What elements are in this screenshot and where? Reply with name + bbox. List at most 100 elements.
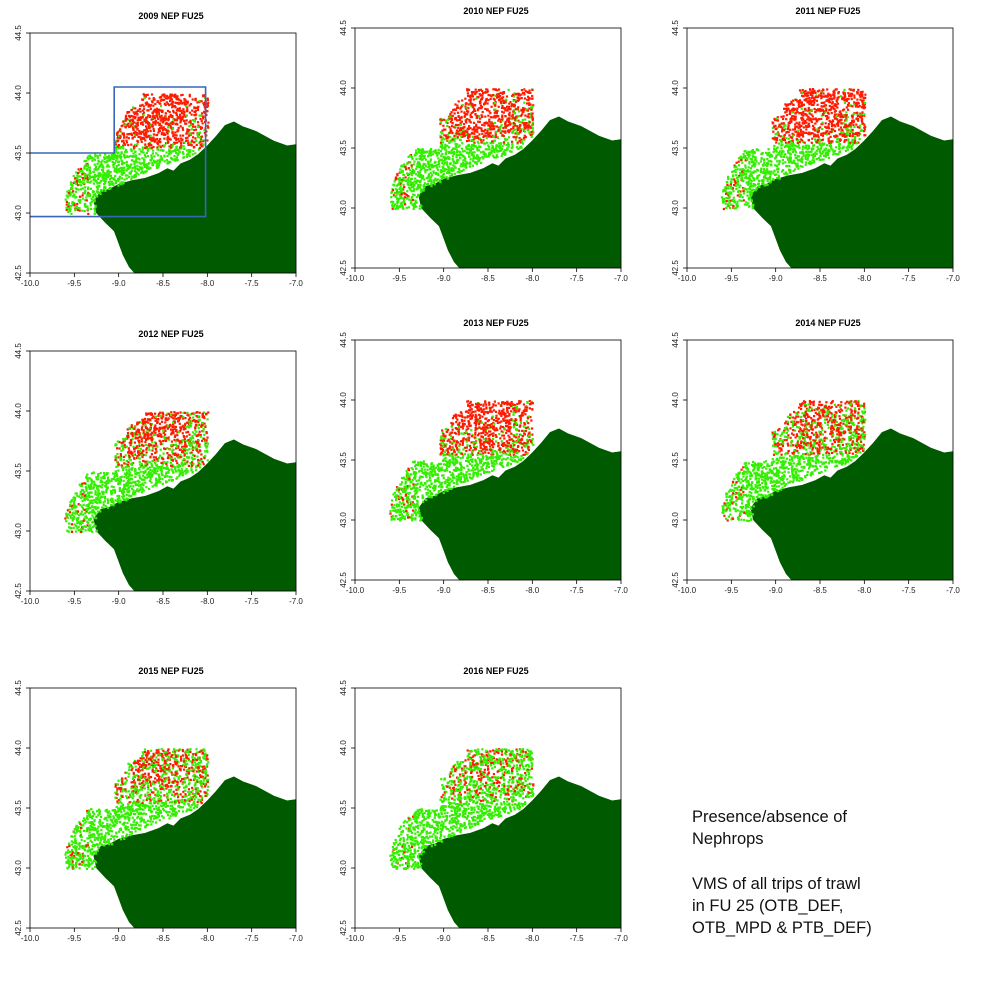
absence-point — [755, 187, 758, 190]
absence-point — [198, 148, 201, 151]
presence-point — [510, 128, 513, 131]
presence-point — [856, 91, 859, 94]
presence-point — [171, 115, 174, 119]
absence-point — [142, 114, 145, 117]
absence-point — [454, 142, 457, 145]
absence-point — [748, 191, 751, 194]
presence-point — [145, 131, 148, 134]
absence-point — [156, 162, 159, 165]
presence-point — [518, 126, 521, 129]
absence-point — [487, 155, 490, 158]
absence-point — [106, 157, 109, 160]
presence-point — [795, 130, 798, 134]
absence-point — [96, 154, 99, 157]
absence-point — [100, 162, 103, 165]
absence-point — [446, 168, 449, 171]
presence-point — [479, 101, 482, 104]
presence-point — [794, 112, 797, 115]
presence-point — [487, 114, 490, 117]
absence-point — [798, 146, 801, 149]
absence-point — [87, 522, 90, 525]
absence-point — [93, 199, 96, 202]
presence-point — [835, 134, 838, 137]
presence-point — [784, 103, 787, 106]
presence-point — [145, 125, 148, 128]
presence-point — [522, 123, 526, 126]
absence-point — [97, 174, 101, 177]
absence-point — [200, 139, 203, 142]
presence-point — [771, 121, 774, 124]
chart-title: 2011 NEP FU25 — [796, 6, 861, 16]
presence-point — [815, 120, 818, 123]
absence-point — [138, 161, 141, 164]
absence-point — [430, 181, 433, 185]
chart-title: 2010 NEP FU25 — [463, 6, 528, 16]
absence-point — [77, 517, 80, 520]
absence-point — [443, 170, 446, 173]
absence-point — [125, 462, 128, 465]
presence-point — [486, 129, 489, 132]
presence-point — [812, 128, 815, 131]
absence-point — [851, 138, 854, 142]
absence-point — [73, 180, 76, 183]
absence-point — [91, 191, 94, 194]
absence-point — [762, 181, 765, 184]
presence-point — [392, 194, 395, 197]
presence-point — [152, 121, 155, 124]
presence-point — [167, 454, 170, 457]
presence-point — [833, 129, 837, 133]
presence-point — [158, 140, 161, 143]
presence-point — [467, 103, 470, 106]
absence-point — [793, 144, 796, 147]
presence-point — [805, 128, 808, 131]
presence-point — [124, 143, 127, 146]
presence-point — [838, 111, 841, 114]
presence-point — [477, 136, 480, 139]
absence-point — [498, 127, 502, 130]
presence-point — [191, 446, 195, 449]
presence-point — [827, 137, 830, 140]
absence-point — [438, 165, 441, 168]
presence-point — [501, 130, 504, 133]
absence-point — [128, 490, 131, 493]
presence-point — [395, 177, 398, 180]
absence-point — [503, 150, 506, 153]
absence-point — [745, 158, 749, 161]
absence-point — [531, 127, 534, 130]
absence-point — [392, 183, 395, 186]
presence-point — [531, 112, 534, 115]
absence-point — [94, 174, 97, 177]
absence-point — [782, 169, 785, 172]
absence-point — [495, 144, 498, 147]
absence-point — [472, 147, 475, 150]
presence-point — [188, 134, 191, 137]
presence-point — [781, 127, 784, 130]
presence-point — [71, 504, 74, 507]
absence-point — [746, 169, 749, 172]
absence-point — [489, 151, 492, 154]
presence-point — [512, 116, 515, 119]
presence-point — [524, 127, 527, 130]
absence-point — [745, 203, 748, 206]
absence-point — [116, 171, 119, 174]
absence-point — [192, 149, 195, 153]
presence-point — [167, 119, 170, 122]
absence-point — [203, 139, 206, 142]
absence-point — [765, 183, 768, 186]
presence-point — [843, 132, 846, 135]
presence-point — [155, 113, 158, 116]
absence-point — [785, 137, 788, 140]
presence-point — [451, 125, 454, 128]
presence-point — [448, 126, 451, 129]
presence-point — [820, 101, 823, 104]
absence-point — [106, 499, 110, 502]
absence-point — [116, 495, 119, 498]
presence-point — [528, 97, 531, 100]
absence-point — [462, 155, 465, 158]
presence-point — [157, 414, 160, 417]
absence-point — [734, 168, 737, 171]
presence-point — [507, 105, 511, 108]
absence-point — [741, 196, 744, 199]
absence-point — [185, 114, 189, 117]
absence-point — [431, 174, 434, 177]
